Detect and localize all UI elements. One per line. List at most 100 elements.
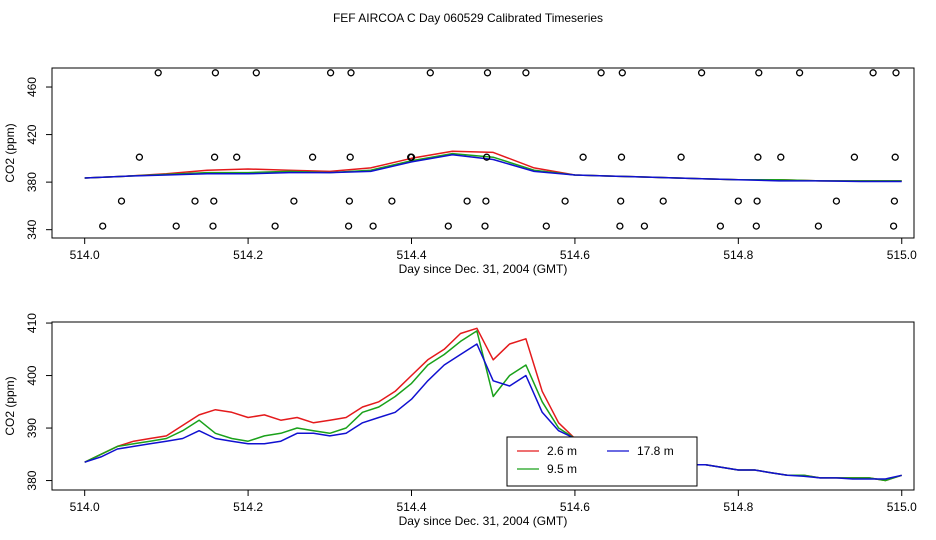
top-marker (777, 153, 785, 161)
top-marker (522, 69, 530, 77)
top-y-axis-label: CO2 (ppm) (3, 123, 17, 182)
top-marker (210, 197, 218, 205)
top-x-axis: 514.0 514.2 514.4 514.6 514.8 515.0 (70, 238, 917, 262)
p1-x-tick-label: 514.2 (233, 248, 263, 262)
top-marker (271, 222, 279, 230)
top-marker (869, 69, 877, 77)
top-marker (308, 153, 317, 161)
top-marker (753, 197, 761, 205)
top-marker (346, 153, 354, 161)
bottom-x-axis-label: Day since Dec. 31, 2004 (GMT) (399, 514, 568, 528)
top-marker (890, 197, 899, 205)
p2-y-tick-label: 390 (25, 418, 39, 438)
bottom-x-axis: 514.0 514.2 514.4 514.6 514.8 515.0 (70, 490, 917, 514)
top-marker (347, 69, 355, 77)
p1-y-tick-label: 460 (25, 77, 39, 97)
bottom-series-line-2 (84, 343, 902, 480)
p2-x-tick-label: 514.2 (233, 500, 263, 514)
top-marker (716, 222, 725, 230)
p2-y-tick-label: 400 (25, 365, 39, 385)
top-marker (889, 222, 898, 230)
bottom-panel: 514.0 514.2 514.4 514.6 514.8 515.0 380 390 400… (3, 313, 917, 528)
top-marker (754, 153, 762, 161)
top-plot-frame (51, 67, 915, 239)
top-marker (191, 197, 199, 205)
top-marker (561, 197, 569, 205)
top-series-blue-line (84, 154, 902, 183)
p2-x-tick-label: 515.0 (887, 500, 917, 514)
top-x-axis-label: Day since Dec. 31, 2004 (GMT) (399, 262, 568, 276)
top-marker (616, 222, 624, 230)
top-marker (892, 69, 900, 77)
top-marker (117, 197, 126, 205)
top-marker (290, 197, 298, 205)
top-marker (99, 222, 107, 230)
p1-y-tick-label: 340 (25, 219, 39, 239)
top-series-green-line (84, 152, 902, 182)
top-marker (211, 69, 220, 77)
top-marker (755, 69, 763, 77)
top-marker (154, 69, 162, 77)
top-marker (640, 222, 649, 230)
top-marker (832, 197, 841, 205)
legend: 2.6 m 9.5 m 17.8 m (506, 436, 698, 487)
top-marker (579, 153, 587, 161)
top-marker (483, 69, 492, 77)
top-marker (891, 153, 899, 161)
top-marker (618, 69, 626, 77)
p1-x-tick-label: 514.6 (560, 248, 590, 262)
top-marker (426, 69, 434, 77)
top-marker (482, 197, 490, 205)
bottom-series-layer (84, 327, 902, 482)
top-marker (752, 222, 760, 230)
top-marker (795, 69, 804, 77)
top-marker (407, 153, 416, 161)
p2-x-tick-label: 514.4 (396, 500, 426, 514)
top-marker (388, 197, 396, 205)
top-marker (252, 69, 260, 77)
legend-box (506, 436, 698, 487)
top-marker (850, 153, 859, 161)
top-marker (233, 153, 241, 161)
top-marker (597, 69, 605, 77)
top-marker (172, 222, 180, 230)
p2-x-tick-label: 514.0 (70, 500, 100, 514)
p2-y-tick-label: 410 (25, 313, 39, 333)
top-marker (369, 222, 377, 230)
p1-y-tick-label: 420 (25, 124, 39, 144)
top-y-axis: 340 380 420 460 (25, 77, 52, 240)
top-marker (209, 222, 217, 230)
p1-x-tick-label: 514.4 (396, 248, 426, 262)
p1-x-tick-label: 514.0 (70, 248, 100, 262)
top-marker-layer (99, 69, 900, 230)
top-marker (344, 222, 353, 230)
top-marker (617, 153, 626, 161)
top-marker (463, 197, 471, 205)
top-marker (210, 153, 219, 161)
bottom-plot-frame (51, 321, 915, 491)
bottom-y-axis-label: CO2 (ppm) (3, 376, 17, 435)
top-marker (135, 153, 144, 161)
top-marker (345, 197, 354, 205)
legend-label-17-8m: 17.8 m (637, 444, 674, 458)
top-marker (481, 222, 489, 230)
top-panel: 514.0 514.2 514.4 514.6 514.8 515.0 340 380 420… (3, 67, 917, 276)
legend-label-2-6m: 2.6 m (547, 444, 577, 458)
top-marker (659, 197, 667, 205)
p2-x-tick-label: 514.6 (560, 500, 590, 514)
top-marker (734, 197, 742, 205)
top-series-layer (84, 150, 902, 183)
p1-x-tick-label: 515.0 (887, 248, 917, 262)
p2-y-tick-label: 380 (25, 470, 39, 490)
top-marker (326, 69, 335, 77)
top-marker (483, 153, 491, 161)
bottom-y-axis: 380 390 400 410 (25, 313, 52, 491)
top-marker (814, 222, 823, 230)
top-marker (617, 197, 625, 205)
p2-x-tick-label: 514.8 (723, 500, 753, 514)
legend-label-9-5m: 9.5 m (547, 462, 577, 476)
top-marker (542, 222, 550, 230)
p1-y-tick-label: 380 (25, 172, 39, 192)
